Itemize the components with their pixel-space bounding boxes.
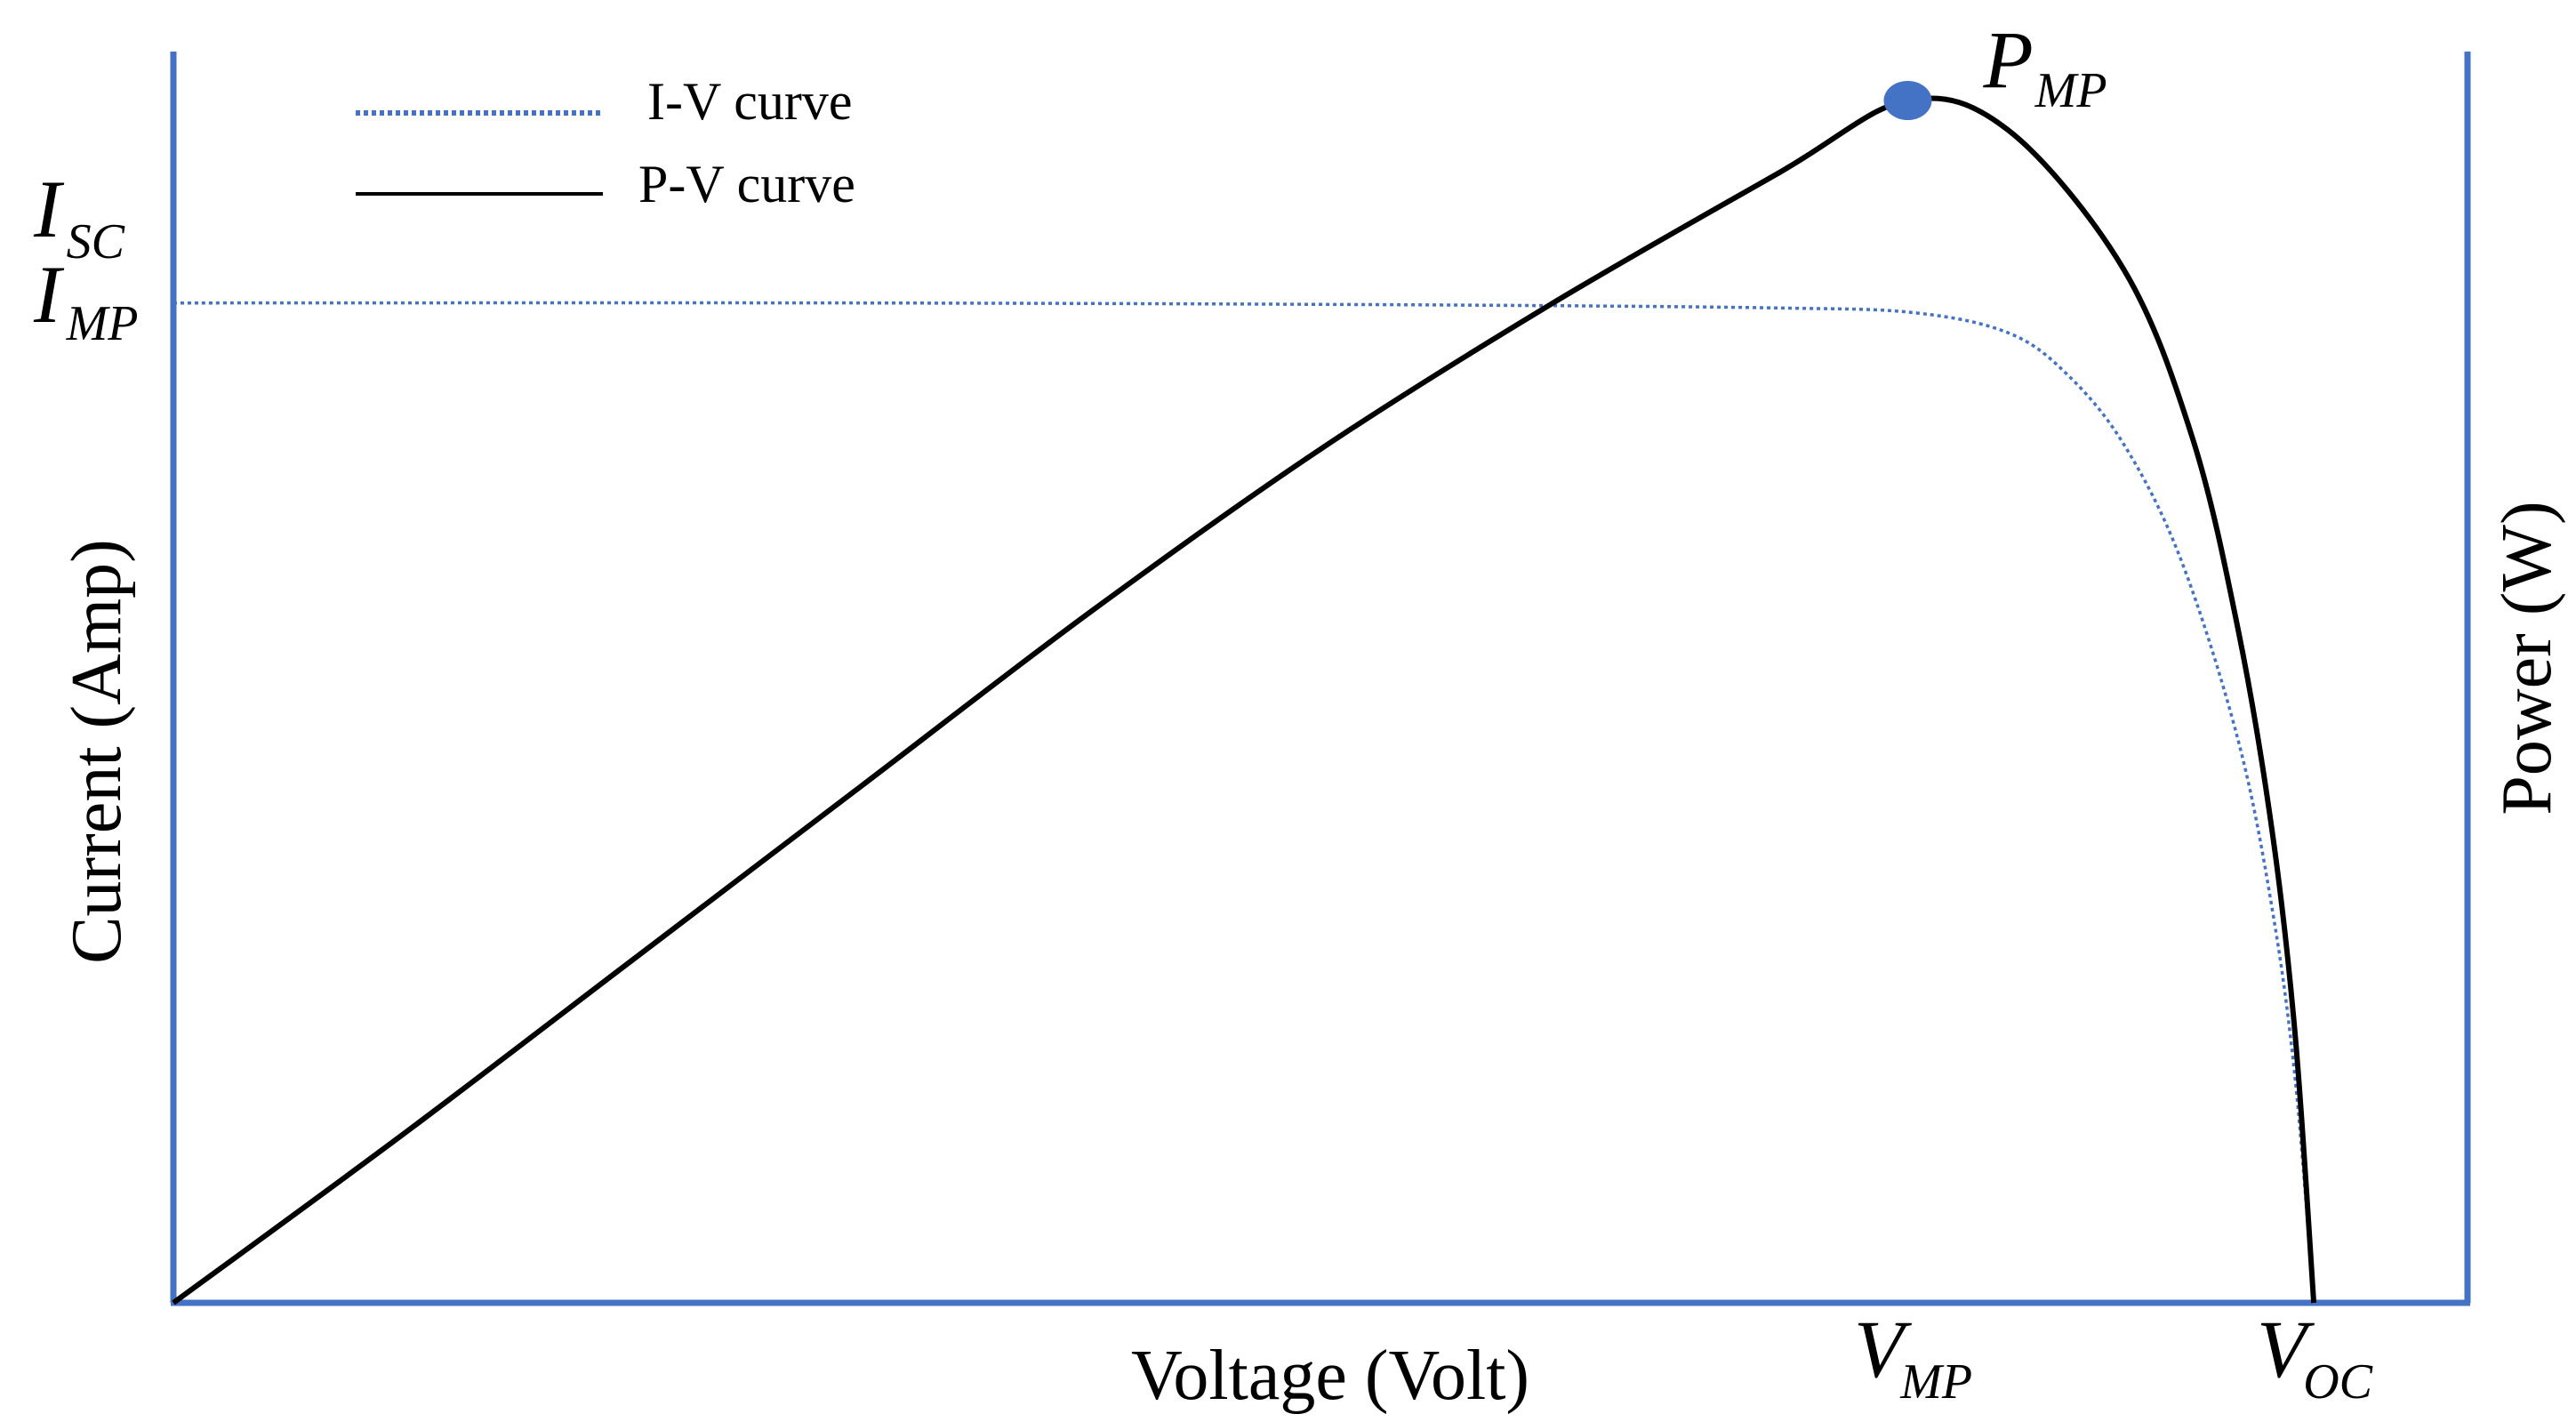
isc-label-sub: SC (67, 214, 125, 269)
imp-label: I MP (33, 249, 139, 351)
imp-label-sub: MP (66, 296, 139, 351)
max-power-point-label: PMP (1982, 14, 2107, 118)
y-axis-right-label: Power (W) (2488, 501, 2566, 815)
isc-label: I SC (33, 164, 125, 269)
isc-label-main: I (33, 164, 65, 254)
voc-label: VOC (2257, 1304, 2373, 1410)
max-power-point-marker (1883, 81, 1932, 120)
imp-label-main: I (33, 249, 65, 340)
mpp-label-sub: MP (2034, 63, 2107, 118)
vmp-label-sub: MP (1899, 1354, 1972, 1410)
iv-curve (173, 301, 2315, 1304)
vmp-label-main: V (1854, 1304, 1913, 1394)
legend-iv-label: I-V curve (647, 72, 852, 131)
voc-label-main: V (2257, 1304, 2315, 1394)
legend: I-V curve P-V curve (356, 72, 855, 213)
vmp-label: VMP (1854, 1304, 1972, 1410)
x-axis-label: Voltage (Volt) (1131, 1337, 1529, 1415)
voc-label-sub: OC (2303, 1354, 2372, 1410)
y-axis-left-label: Current (Amp) (58, 539, 136, 964)
legend-pv-label: P-V curve (638, 155, 855, 213)
mpp-label-main: P (1982, 14, 2033, 105)
pv-curve (172, 95, 2317, 1306)
